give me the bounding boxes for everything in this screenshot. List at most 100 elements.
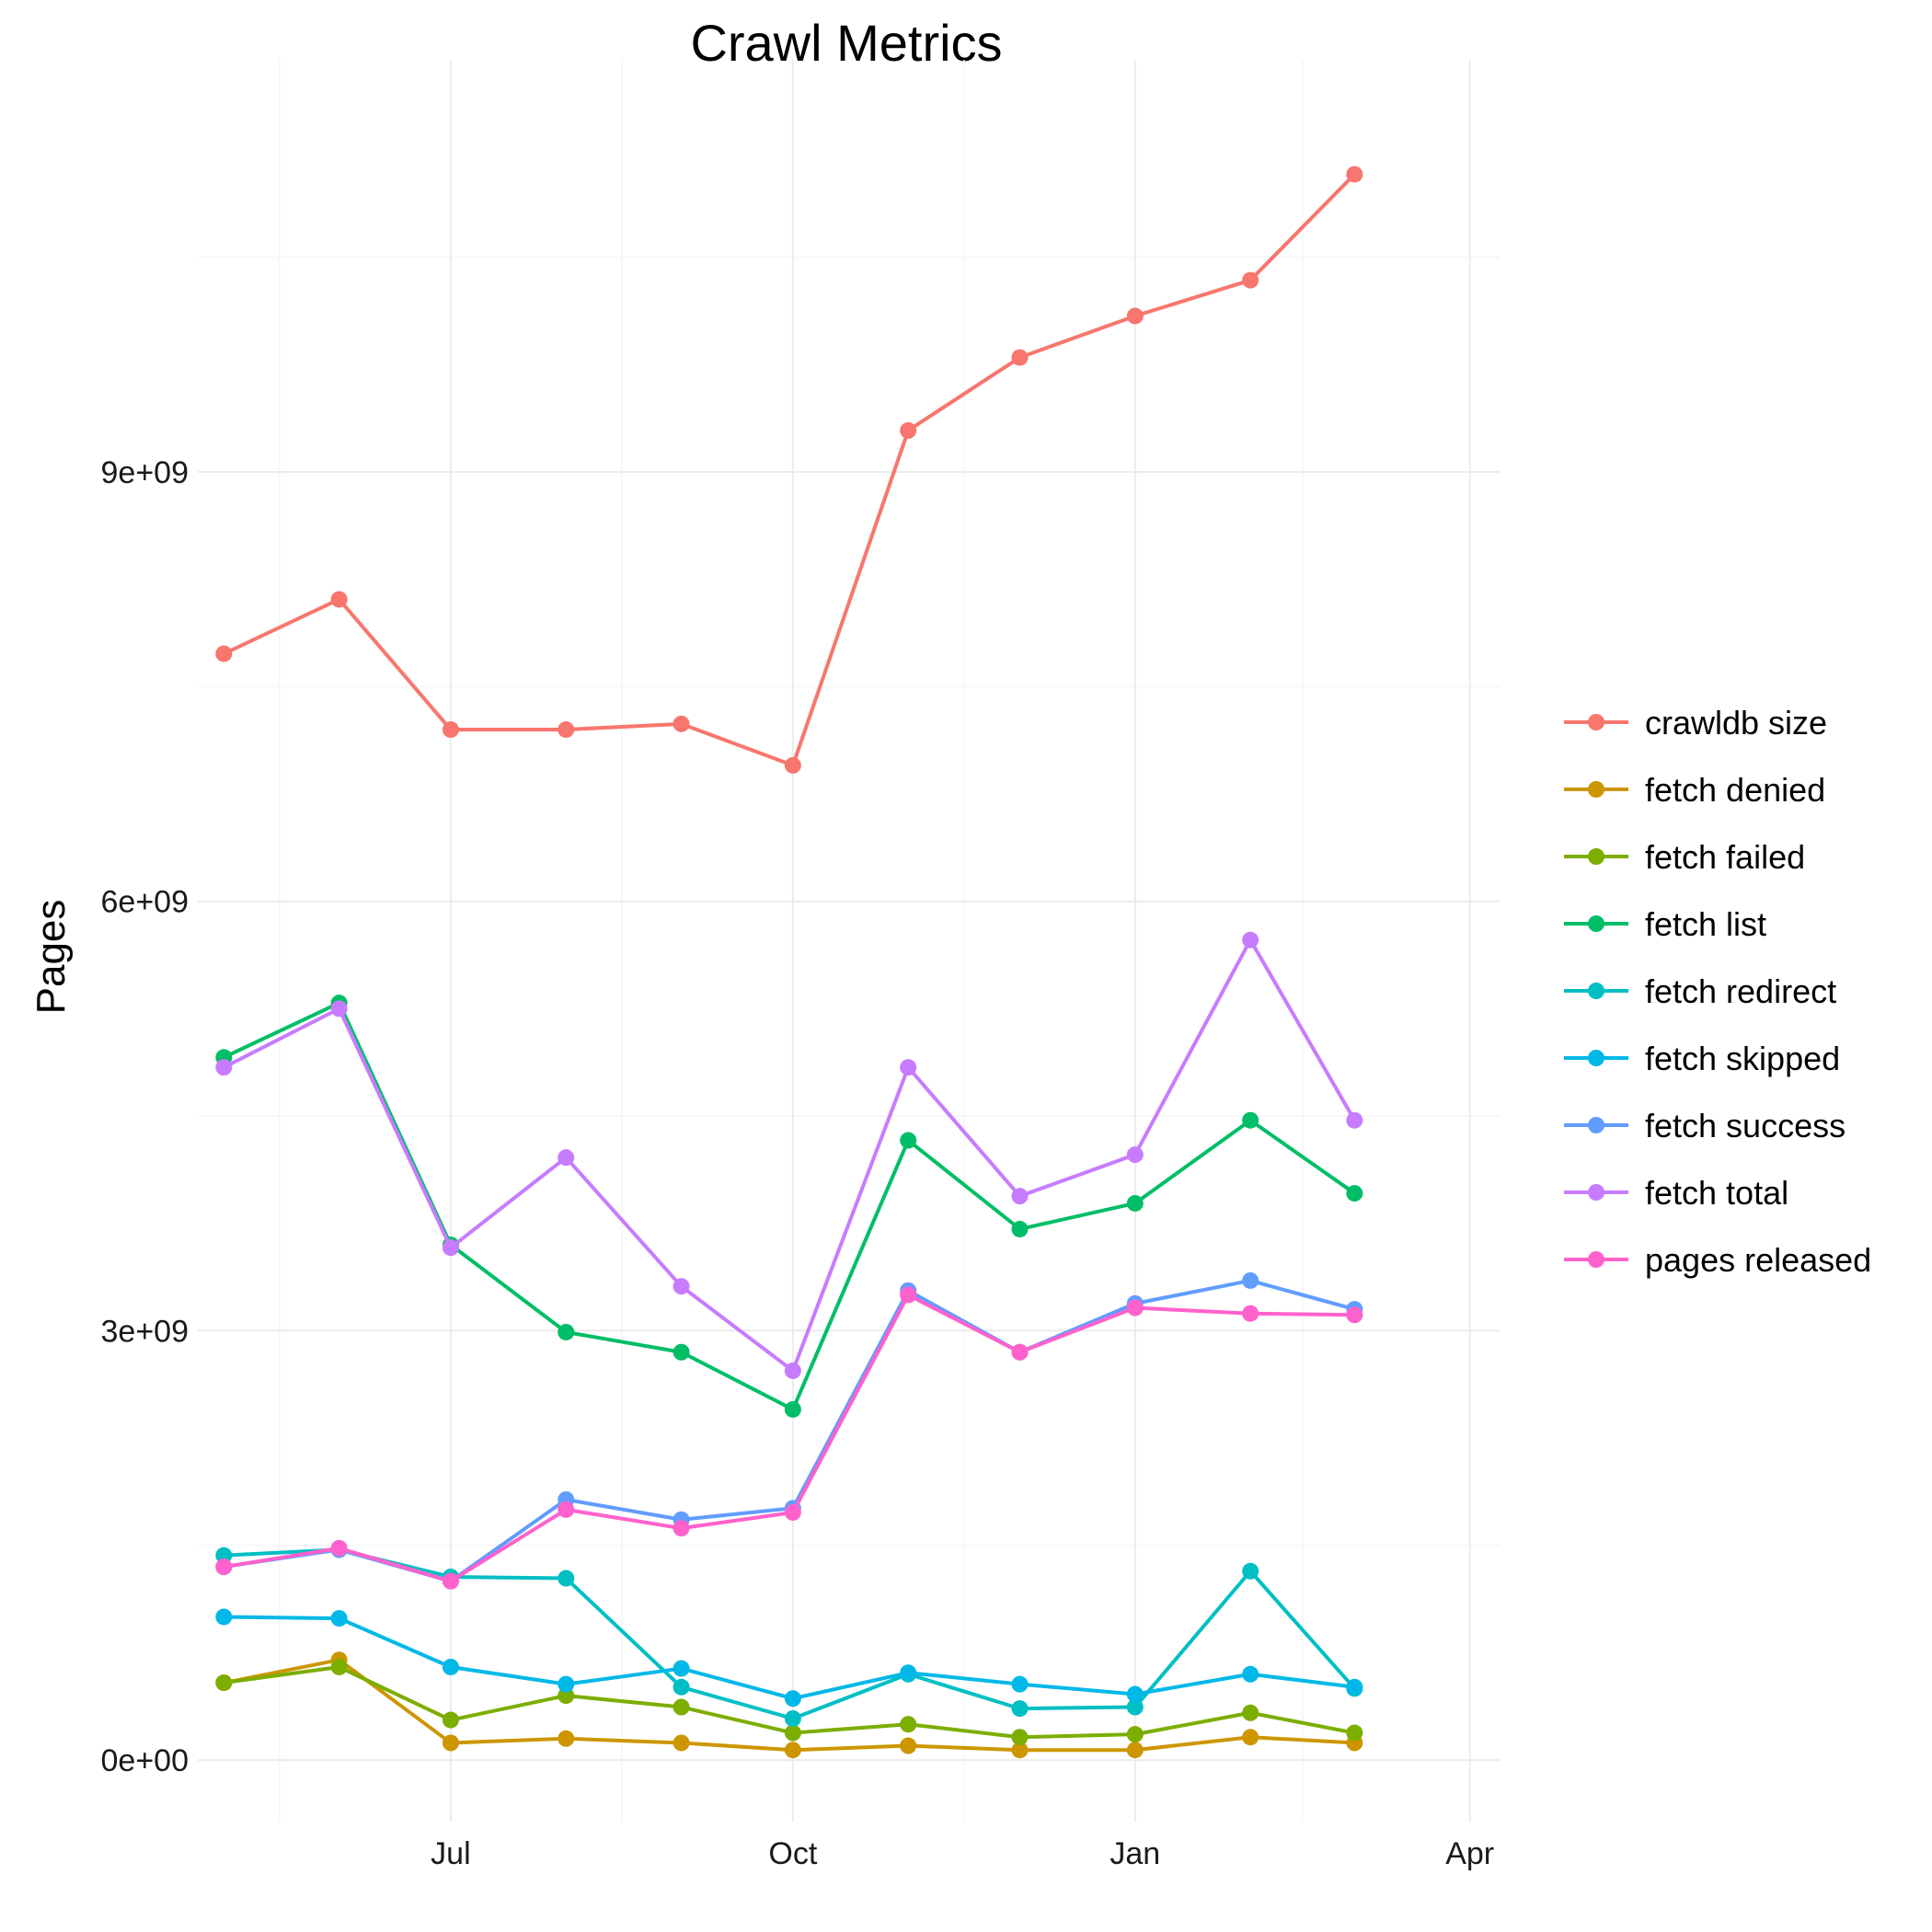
legend-label: crawldb size — [1645, 704, 1827, 742]
data-point — [900, 1059, 917, 1076]
series-line — [223, 173, 1356, 767]
data-point — [1242, 1729, 1259, 1746]
legend-key-point — [1588, 781, 1604, 798]
legend-item: fetch list — [1564, 905, 1766, 943]
data-point — [900, 1132, 917, 1149]
data-point — [673, 1698, 690, 1716]
data-point — [673, 1278, 690, 1295]
legend-label: fetch denied — [1645, 771, 1825, 809]
data-point — [1126, 1698, 1144, 1716]
data-point — [1346, 1306, 1363, 1324]
data-point — [558, 1323, 575, 1340]
y-tick-label: 9e+09 — [101, 455, 190, 490]
data-point — [900, 1737, 917, 1754]
data-point — [330, 1658, 348, 1675]
series-line — [223, 937, 1357, 1373]
data-point — [1011, 1188, 1029, 1205]
x-tick-label: Jul — [431, 1836, 470, 1871]
grid-minor — [198, 60, 1500, 1822]
data-point — [1242, 1305, 1259, 1322]
data-point — [1126, 1726, 1144, 1743]
data-point — [784, 1709, 801, 1727]
data-point — [784, 1690, 801, 1708]
data-point — [442, 1734, 459, 1752]
series-group — [215, 166, 1363, 1759]
x-tick-label: Oct — [768, 1836, 817, 1871]
data-point — [1346, 1678, 1363, 1696]
data-point — [330, 1539, 348, 1557]
data-point — [1011, 1729, 1029, 1746]
series-fetch-success — [215, 1271, 1363, 1590]
data-point — [784, 756, 801, 774]
data-point — [558, 721, 575, 739]
data-point — [900, 1664, 917, 1682]
data-point — [330, 591, 348, 608]
data-point — [558, 1687, 575, 1705]
data-point — [1242, 931, 1259, 949]
data-point — [215, 1059, 233, 1076]
data-point — [558, 1675, 575, 1693]
legend-key-point — [1588, 848, 1604, 865]
series-line — [224, 1278, 1355, 1583]
data-point — [673, 715, 690, 732]
data-point — [215, 1547, 233, 1564]
grid-major — [198, 60, 1500, 1822]
data-point — [784, 1742, 801, 1759]
data-point — [1346, 1111, 1363, 1129]
y-tick-label: 0e+00 — [101, 1743, 190, 1778]
x-tick-label: Apr — [1445, 1836, 1494, 1871]
legend-item: fetch total — [1564, 1174, 1788, 1212]
legend-label: fetch total — [1645, 1174, 1788, 1212]
legend-label: fetch redirect — [1645, 972, 1836, 1010]
data-point — [1011, 1343, 1029, 1361]
data-point — [1126, 1194, 1144, 1212]
data-point — [442, 1572, 459, 1590]
legend-key-point — [1588, 1184, 1604, 1201]
data-point — [1346, 166, 1363, 183]
data-point — [1242, 1562, 1259, 1580]
series-line — [223, 1293, 1355, 1583]
series-fetch-total — [215, 931, 1363, 1379]
data-point — [900, 1716, 917, 1733]
y-tick-label: 6e+09 — [101, 885, 190, 920]
data-point — [215, 1674, 233, 1692]
data-point — [558, 1730, 575, 1747]
legend-item: fetch success — [1564, 1107, 1846, 1144]
data-point — [1346, 1185, 1363, 1202]
data-point — [442, 1711, 459, 1729]
data-point — [1242, 271, 1259, 289]
data-point — [784, 1503, 801, 1521]
data-point — [673, 1520, 690, 1537]
data-point — [784, 1724, 801, 1742]
data-point — [1011, 1700, 1029, 1718]
data-point — [330, 1610, 348, 1627]
legend-key-point — [1588, 1050, 1604, 1066]
legend: crawldb size fetch denied fetch failed fetc… — [1564, 704, 1871, 1279]
data-point — [1346, 1724, 1363, 1742]
series-fetch-list — [215, 995, 1363, 1418]
series-pages-released — [215, 1286, 1363, 1590]
data-point — [1126, 1299, 1144, 1317]
series-fetch-failed — [215, 1658, 1363, 1746]
data-point — [1011, 1675, 1029, 1693]
data-point — [1242, 1271, 1259, 1289]
legend-label: fetch failed — [1645, 838, 1805, 876]
data-point — [558, 1501, 575, 1518]
legend-item: crawldb size — [1564, 704, 1827, 742]
data-point — [442, 721, 459, 739]
legend-key-point — [1588, 915, 1604, 932]
x-axis-ticks: Jul Oct Jan Apr — [431, 1836, 1494, 1871]
data-point — [558, 1149, 575, 1167]
data-point — [330, 1000, 348, 1018]
data-point — [1242, 1665, 1259, 1683]
data-point — [784, 1362, 801, 1379]
legend-key-point — [1588, 714, 1604, 730]
series-crawldb-size — [215, 166, 1363, 774]
data-point — [784, 1400, 801, 1418]
legend-item: fetch denied — [1564, 771, 1825, 809]
legend-item: pages released — [1564, 1241, 1871, 1279]
legend-item: fetch redirect — [1564, 972, 1836, 1010]
data-point — [1126, 1146, 1144, 1164]
legend-label: fetch success — [1645, 1107, 1846, 1144]
y-tick-label: 3e+09 — [101, 1314, 190, 1349]
